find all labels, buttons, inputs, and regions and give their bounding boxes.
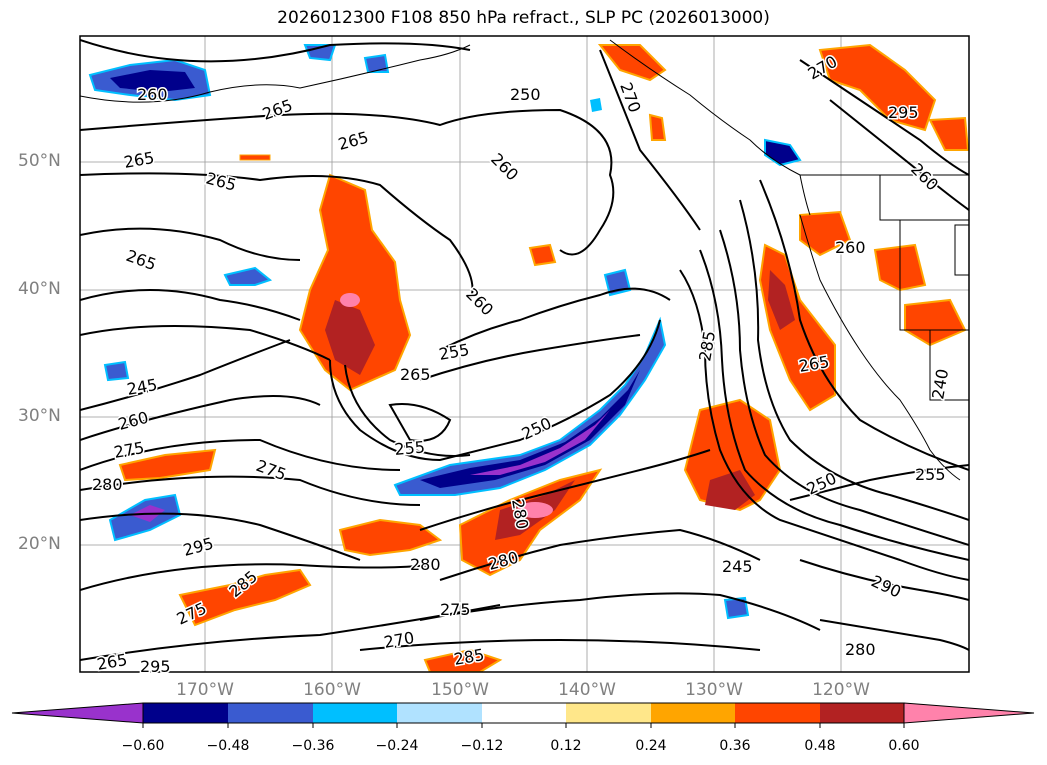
contour-label: 295	[140, 657, 171, 676]
colorbar-swatch	[313, 703, 397, 723]
colorbar-swatch	[566, 703, 651, 723]
colorbar-tick-label: −0.36	[291, 738, 335, 754]
colorbar-tick-label: 0.60	[888, 738, 920, 754]
contour-label: 255	[915, 465, 946, 484]
lon-label-170w: 170°W	[176, 680, 234, 700]
colorbar-swatch	[735, 703, 820, 723]
lat-label-50n: 50°N	[18, 151, 61, 171]
lon-label-130w: 130°W	[685, 680, 743, 700]
colorbar-tick-label: −0.48	[206, 738, 250, 754]
contour-label: 260	[137, 85, 168, 104]
lat-label-20n: 20°N	[18, 534, 61, 554]
lon-label-160w: 160°W	[303, 680, 361, 700]
colorbar-max-extension	[903, 702, 1035, 724]
lat-label-40n: 40°N	[18, 279, 61, 299]
contour-label: 275	[440, 600, 471, 619]
coastlines	[80, 39, 969, 481]
colorbar-tick-label: −0.60	[121, 738, 165, 754]
map-border	[79, 35, 970, 673]
colorbar-min-extension	[11, 702, 144, 724]
colorbar-tick-label: 0.24	[635, 738, 667, 754]
colorbar	[11, 702, 1035, 728]
colorbar-swatch	[482, 703, 566, 723]
colorbar-swatch	[228, 703, 313, 723]
positive-anomaly-fill	[118, 43, 969, 672]
contour-label: 245	[722, 557, 753, 576]
map-title: 2026012300 F108 850 hPa refract., SLP PC…	[277, 8, 770, 28]
contour-lines	[80, 39, 969, 661]
contour-label: 255	[394, 437, 426, 459]
colorbar-tick-label: 0.12	[550, 738, 582, 754]
colorbar-tick-label: 0.48	[804, 738, 836, 754]
colorbar-swatch	[820, 703, 904, 723]
colorbar-tick-label: 0.36	[719, 738, 751, 754]
contour-label: 280	[845, 640, 876, 659]
lat-label-30n: 30°N	[18, 406, 61, 426]
lon-label-140w: 140°W	[558, 680, 616, 700]
colorbar-swatch	[143, 703, 228, 723]
contour-label: 260	[835, 238, 866, 257]
contour-label: 265	[400, 365, 431, 384]
lon-label-150w: 150°W	[431, 680, 489, 700]
colorbar-swatch	[397, 703, 482, 723]
colorbar-outline	[142, 702, 905, 724]
contour-label: 280	[410, 555, 441, 574]
contour-label: 250	[510, 85, 541, 104]
colorbar-swatch	[651, 703, 735, 723]
colorbar-tick-label: −0.24	[375, 738, 419, 754]
lon-label-120w: 120°W	[812, 680, 870, 700]
colorbar-tick-label: −0.12	[460, 738, 504, 754]
contour-label: 280	[92, 475, 123, 494]
contour-label: 295	[888, 103, 919, 122]
